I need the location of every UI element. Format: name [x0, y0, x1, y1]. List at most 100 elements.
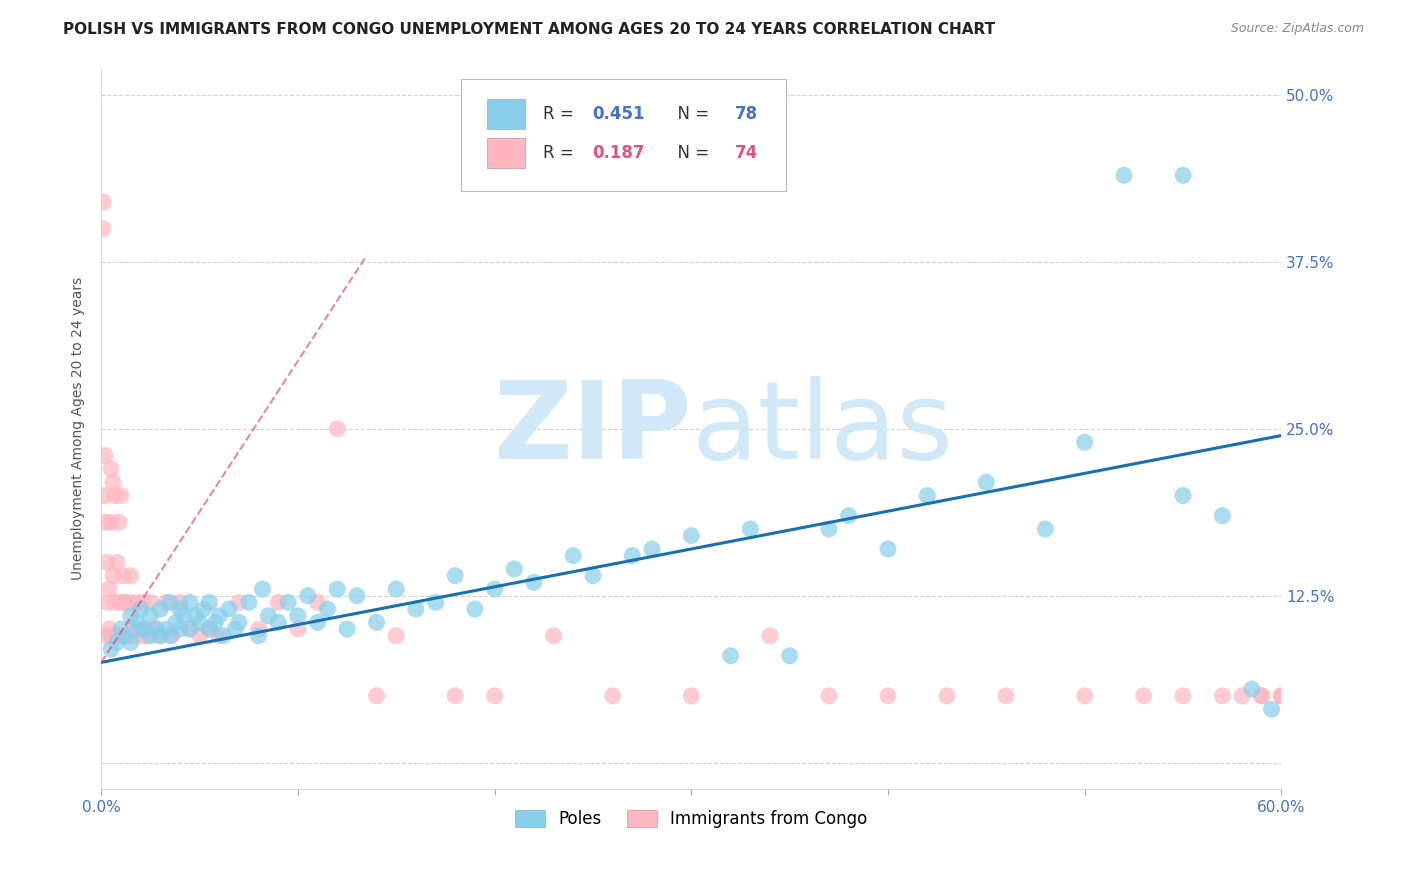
Point	[179, 622, 201, 636]
Text: N =: N =	[666, 144, 714, 161]
Point	[94, 449, 117, 463]
Point	[464, 602, 486, 616]
Point	[1211, 689, 1233, 703]
Point	[484, 582, 506, 596]
Point	[1171, 689, 1194, 703]
Point	[134, 622, 156, 636]
Point	[444, 568, 467, 582]
Point	[641, 541, 664, 556]
Point	[366, 689, 388, 703]
Point	[1270, 689, 1292, 703]
Point	[128, 622, 150, 636]
Point	[444, 689, 467, 703]
Point	[91, 194, 114, 209]
Point	[105, 635, 128, 649]
Point	[188, 615, 211, 630]
Point	[198, 622, 221, 636]
Point	[108, 516, 131, 530]
Text: ZIP: ZIP	[494, 376, 692, 482]
Point	[129, 602, 152, 616]
Point	[759, 629, 782, 643]
Point	[149, 629, 172, 643]
Point	[720, 648, 742, 663]
Point	[165, 615, 187, 630]
Text: R =: R =	[543, 144, 579, 161]
Point	[681, 528, 703, 542]
Point	[114, 629, 136, 643]
Point	[101, 475, 124, 490]
Point	[100, 516, 122, 530]
Point	[366, 615, 388, 630]
Point	[1073, 689, 1095, 703]
Point	[101, 568, 124, 582]
Point	[100, 629, 122, 643]
Point	[173, 608, 195, 623]
Point	[110, 595, 132, 609]
Point	[287, 608, 309, 623]
Point	[149, 629, 172, 643]
Point	[125, 615, 148, 630]
Point	[238, 595, 260, 609]
Text: 0.451: 0.451	[592, 105, 645, 123]
Point	[838, 508, 860, 523]
Point	[104, 595, 127, 609]
Point	[120, 568, 142, 582]
Point	[740, 522, 762, 536]
Point	[1240, 682, 1263, 697]
Point	[111, 568, 134, 582]
Point	[218, 602, 240, 616]
Point	[100, 462, 122, 476]
Point	[297, 589, 319, 603]
Text: POLISH VS IMMIGRANTS FROM CONGO UNEMPLOYMENT AMONG AGES 20 TO 24 YEARS CORRELATI: POLISH VS IMMIGRANTS FROM CONGO UNEMPLOY…	[63, 22, 995, 37]
Text: atlas: atlas	[692, 376, 953, 482]
Point	[169, 602, 191, 616]
Point	[139, 608, 162, 623]
Point	[602, 689, 624, 703]
Point	[198, 622, 221, 636]
Point	[543, 629, 565, 643]
Point	[326, 582, 349, 596]
Point	[149, 602, 172, 616]
Point	[976, 475, 998, 490]
Point	[121, 622, 143, 636]
Text: 78: 78	[735, 105, 758, 123]
Point	[114, 595, 136, 609]
Point	[877, 541, 900, 556]
Point	[120, 608, 142, 623]
Point	[94, 489, 117, 503]
Legend: Poles, Immigrants from Congo: Poles, Immigrants from Congo	[509, 804, 875, 835]
Point	[877, 689, 900, 703]
Point	[1171, 489, 1194, 503]
Point	[204, 615, 226, 630]
Point	[1211, 508, 1233, 523]
Point	[104, 489, 127, 503]
Point	[1112, 169, 1135, 183]
Point	[110, 622, 132, 636]
Point	[179, 622, 201, 636]
Point	[582, 568, 605, 582]
Point	[208, 629, 231, 643]
Point	[188, 629, 211, 643]
Point	[169, 595, 191, 609]
Point	[94, 516, 117, 530]
Point	[1035, 522, 1057, 536]
Point	[159, 595, 181, 609]
Point	[385, 582, 408, 596]
Point	[129, 622, 152, 636]
Y-axis label: Unemployment Among Ages 20 to 24 years: Unemployment Among Ages 20 to 24 years	[72, 277, 86, 581]
Point	[105, 629, 128, 643]
Point	[1073, 435, 1095, 450]
Point	[184, 608, 207, 623]
Point	[139, 629, 162, 643]
Point	[228, 595, 250, 609]
Text: N =: N =	[666, 105, 714, 123]
Point	[91, 221, 114, 235]
Text: 74: 74	[735, 144, 758, 161]
Point	[224, 622, 246, 636]
Point	[405, 602, 427, 616]
Point	[120, 635, 142, 649]
Point	[139, 595, 162, 609]
Point	[681, 689, 703, 703]
Point	[267, 595, 290, 609]
Point	[1250, 689, 1272, 703]
